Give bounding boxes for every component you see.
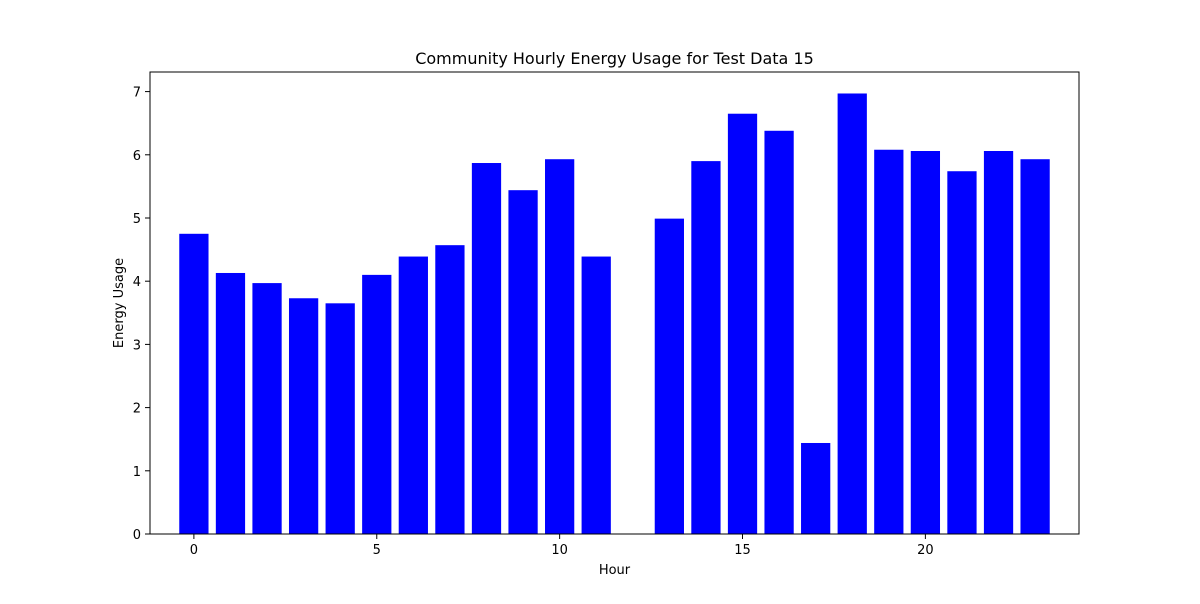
bar-hour-4: [325, 303, 355, 534]
x-tick-label: 5: [373, 543, 381, 558]
bar-hour-23: [1020, 159, 1050, 534]
bar-hour-9: [508, 190, 538, 535]
chart-title: Community Hourly Energy Usage for Test D…: [415, 49, 814, 68]
bar-hour-5: [362, 274, 392, 534]
bar-hour-2: [252, 283, 282, 534]
bar-hour-16: [764, 130, 794, 534]
y-tick-label: 4: [133, 275, 141, 290]
bar-hour-14: [691, 161, 721, 535]
bar-hour-8: [471, 163, 502, 534]
y-axis-ticks: 0 1 2 3 4 5 6 7: [133, 86, 150, 543]
bar-hour-22: [983, 151, 1014, 534]
x-tick-label: 20: [917, 543, 934, 558]
x-tick-label: 15: [734, 543, 751, 558]
bar-hour-7: [435, 245, 465, 534]
x-axis-label: Hour: [599, 563, 631, 578]
bar-hour-20: [910, 151, 941, 534]
y-tick-label: 5: [133, 212, 141, 227]
plot-area-frame: [149, 71, 1080, 535]
bar-hour-3: [288, 298, 319, 534]
y-tick-label: 6: [133, 149, 141, 164]
bars-group: [179, 93, 1050, 535]
bar-hour-13: [654, 218, 684, 535]
x-tick-label: 10: [551, 543, 568, 558]
bar-hour-17: [801, 442, 831, 534]
y-tick-label: 7: [133, 86, 141, 101]
bar-hour-10: [545, 159, 575, 534]
bar-hour-0: [179, 233, 209, 534]
y-tick-label: 0: [133, 528, 141, 543]
x-axis-ticks: 0 5 10 15 20: [190, 534, 934, 558]
bar-hour-6: [398, 256, 428, 534]
x-tick-label: 0: [190, 543, 198, 558]
bar-hour-1: [215, 272, 246, 534]
bar-hour-21: [947, 171, 977, 535]
y-axis-label: Energy Usage: [112, 258, 127, 348]
bar-hour-11: [581, 256, 611, 534]
bar-hour-15: [727, 113, 758, 535]
y-tick-label: 2: [133, 402, 141, 417]
y-tick-label: 3: [133, 338, 141, 353]
bar-hour-19: [874, 149, 904, 534]
bar-hour-18: [837, 93, 867, 534]
y-tick-label: 1: [133, 465, 141, 480]
